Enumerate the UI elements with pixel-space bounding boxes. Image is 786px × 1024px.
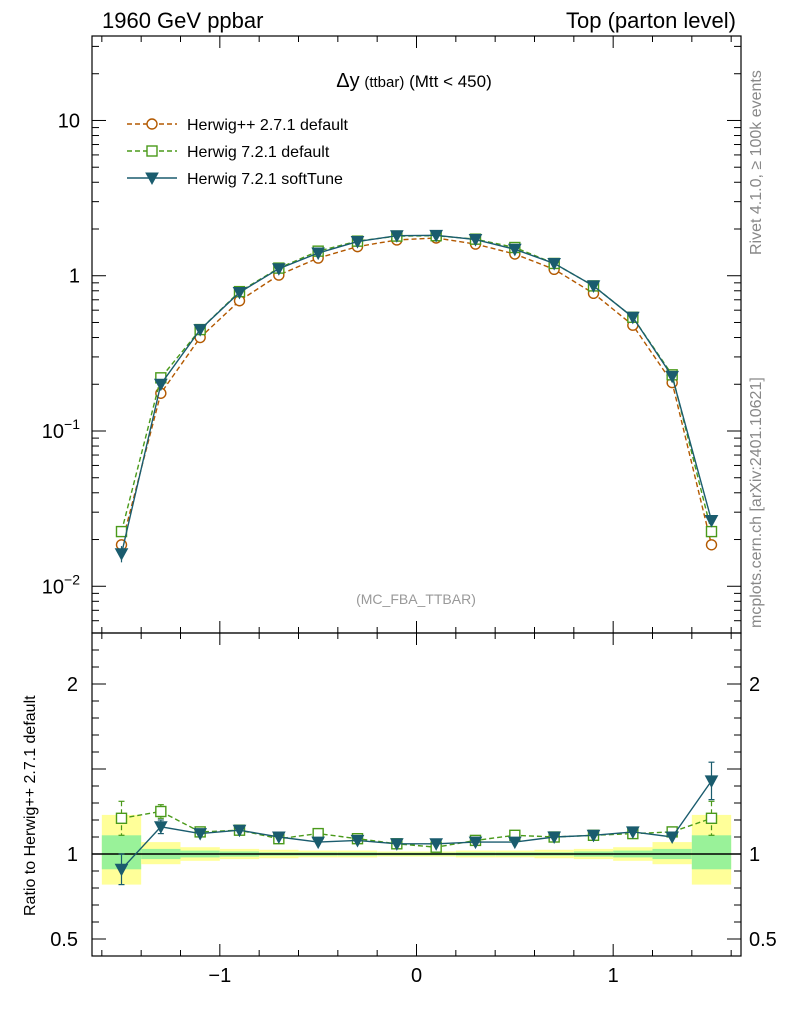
y-tick-label: 10−2: [42, 571, 80, 598]
data-point: [350, 236, 365, 249]
band-green-bin: [691, 835, 732, 870]
y-tick-label: 10−1: [42, 416, 80, 443]
ratio-data-point: [115, 812, 128, 824]
ratio-data-point: [232, 824, 247, 838]
data-point: [468, 234, 483, 247]
x-tick-label: 0: [411, 965, 422, 987]
ratio-data-point: [704, 775, 719, 788]
ratio-y-tick-label-right: 0.5: [749, 929, 777, 951]
ratio-data-point: [586, 829, 601, 843]
data-point: [311, 247, 326, 261]
y-tick-label: 10: [58, 110, 80, 132]
ratio-data-point: [114, 863, 129, 877]
ratio-uncertainty-bands: [101, 814, 732, 885]
ratio-frame: [91, 632, 742, 957]
y-tick-label: 1: [69, 266, 80, 288]
header-right: Top (parton level): [566, 8, 736, 33]
data-point: [705, 525, 718, 538]
ratio-y-tick-label-right: 2: [749, 674, 760, 696]
legend-marker: [145, 172, 159, 186]
x-tick-label: −1: [208, 965, 231, 987]
ratio-series-line: [120, 780, 713, 870]
ratio-data-point: [193, 828, 208, 841]
ratio-axes: −1 0 1 0.5 0.5 1 1 2 2: [50, 36, 777, 987]
title-tail: (Mtt < 450): [409, 72, 492, 91]
ratio-data-point: [153, 821, 168, 834]
title-main: Δy: [336, 70, 359, 92]
data-point: [586, 280, 601, 293]
data-point: [232, 286, 247, 300]
legend-label: Herwig 7.2.1 softTune: [187, 171, 343, 188]
ratio-data-point: [311, 836, 326, 850]
ratio-data-point: [389, 838, 404, 851]
legend: Herwig++ 2.7.1 default Herwig 7.2.1 defau…: [127, 117, 349, 188]
data-point: [115, 525, 128, 538]
chart-title: Δy (ttbar) (Mtt < 450): [336, 70, 492, 92]
watermark: (MC_FBA_TTBAR): [356, 591, 476, 607]
series-line: [120, 237, 713, 545]
title-sub: (ttbar): [364, 74, 404, 91]
ratio-y-tick-label: 2: [67, 674, 78, 696]
header-left: 1960 GeV ppbar: [102, 8, 264, 33]
legend-marker: [146, 145, 158, 157]
legend-label: Herwig++ 2.7.1 default: [187, 117, 349, 134]
ratio-data-point: [547, 831, 562, 845]
legend-marker: [146, 118, 158, 130]
legend-label: Herwig 7.2.1 default: [187, 144, 330, 161]
ratio-data-point: [429, 838, 444, 851]
ratio-data-point: [155, 805, 167, 818]
ratio-data-point: [705, 812, 718, 824]
x-tick-label: 1: [608, 965, 619, 987]
series-line: [120, 234, 713, 554]
data-point: [704, 515, 719, 528]
ratio-series: [114, 761, 719, 886]
data-point: [271, 263, 286, 276]
data-point: [389, 230, 404, 243]
ratio-series-line: [121, 810, 712, 848]
data-point: [665, 370, 680, 384]
data-point: [625, 311, 640, 325]
ratio-data-point: [507, 836, 522, 850]
main-series: [114, 229, 719, 563]
data-point: [193, 324, 208, 337]
ratio-y-tick-label: 0.5: [50, 929, 78, 951]
ratio-data-point: [468, 836, 483, 850]
ratio-data-point: [271, 831, 286, 845]
data-point: [547, 257, 562, 271]
series-line: [120, 235, 713, 532]
ratio-data-point: [665, 831, 680, 845]
data-point: [705, 539, 718, 551]
ratio-y-tick-label-right: 1: [749, 844, 760, 866]
data-point: [153, 378, 168, 392]
ratio-data-point: [350, 834, 365, 848]
data-point: [507, 243, 522, 257]
ratio-data-point: [625, 826, 640, 839]
ratio-y-tick-label: 1: [67, 844, 78, 866]
data-point: [429, 229, 444, 243]
